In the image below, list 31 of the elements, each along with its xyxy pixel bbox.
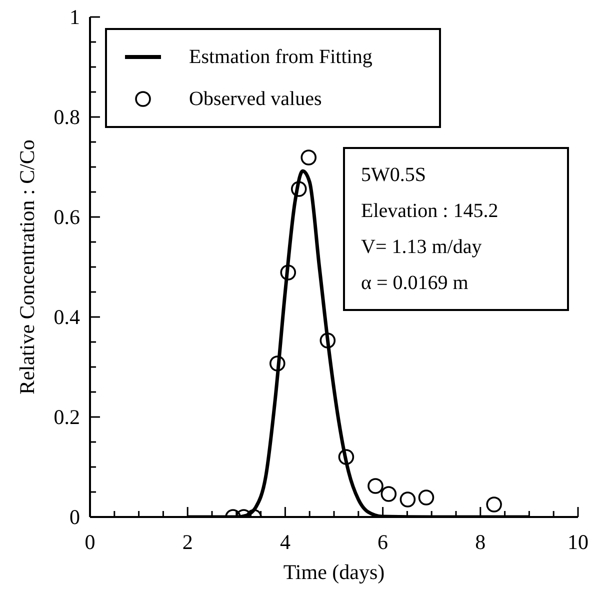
x-axis-title: Time (days) (283, 560, 385, 584)
x-tick-label: 0 (84, 530, 96, 554)
y-tick-label: 0.8 (54, 105, 80, 129)
x-tick-label: 4 (280, 530, 291, 554)
legend-label: Observed values (189, 88, 322, 110)
annotation: Elevation : 145.2 (361, 199, 500, 224)
y-tick-label: 1 (70, 5, 80, 29)
annotation: α = 0.0169 m (361, 271, 470, 296)
point (418, 490, 434, 506)
point (320, 332, 336, 348)
annotation: V= 1.13 m/day (361, 235, 483, 260)
legend-label: Estmation from Fitting (189, 46, 372, 68)
y-tick-label: 0.6 (54, 205, 80, 229)
point (338, 449, 354, 465)
annotation: 5W0.5S (361, 163, 427, 188)
x-tick-label: 10 (568, 530, 588, 554)
x-tick-label: 2 (182, 530, 193, 554)
y-tick-label: 0.4 (54, 305, 80, 329)
point (269, 356, 286, 372)
x-tick-label: 6 (378, 530, 388, 554)
point (400, 492, 416, 508)
point (380, 486, 397, 502)
point (280, 264, 296, 280)
y-axis-title: Relative Concentration : C/Co (15, 140, 39, 394)
point (368, 478, 384, 494)
point (300, 150, 317, 166)
y-tick-label: 0.2 (54, 405, 80, 429)
point (486, 496, 502, 512)
point (290, 181, 307, 197)
x-tick-label: 8 (475, 530, 486, 554)
y-tick-label: 0 (70, 505, 80, 529)
